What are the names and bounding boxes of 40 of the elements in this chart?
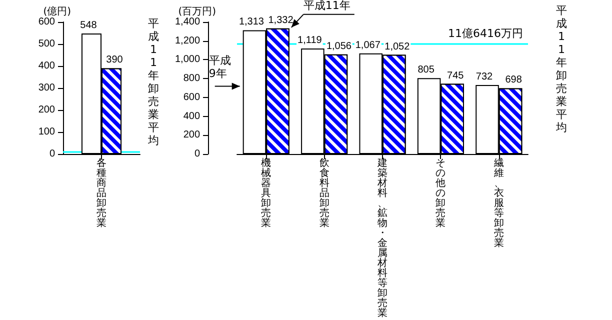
data-label: 745 — [447, 70, 464, 82]
x-tick-label: 機械器具卸売業 — [261, 158, 272, 229]
data-label: 1,056 — [326, 40, 352, 52]
text: 平成11年卸売業平均 — [556, 4, 567, 134]
data-label: 1,313 — [238, 16, 264, 28]
data-label: 548 — [80, 20, 98, 31]
data-label: 390 — [106, 54, 124, 66]
x-tick-label: 各種商品卸売業 — [96, 158, 106, 229]
y-tick-label: 1,400 — [174, 16, 200, 28]
y-tick-label: 200 — [38, 104, 56, 116]
data-label: 805 — [418, 64, 435, 76]
y-tick-label: 400 — [38, 60, 56, 72]
y-tick-label: 0 — [194, 148, 200, 160]
data-label: 1,052 — [384, 41, 410, 52]
y-axis-title: (百万円) — [178, 6, 216, 18]
y-tick-label: 1,000 — [174, 54, 200, 66]
x-tick-label: その他の卸売業 — [436, 158, 446, 229]
y-tick-label: 200 — [183, 130, 200, 141]
data-label: 1,067 — [355, 40, 381, 51]
x-tick-label: 飲食料品卸売業 — [319, 158, 330, 229]
y-tick-label: 600 — [183, 92, 200, 103]
data-label: 698 — [505, 74, 522, 86]
category-label: 繊維、衣服等卸売業 — [494, 158, 504, 249]
y-tick-label: 300 — [38, 82, 56, 94]
y-tick-label: 1,200 — [174, 35, 200, 46]
data-label: 732 — [476, 71, 494, 82]
y-tick-label: 600 — [38, 16, 56, 28]
y-tick-label: 400 — [183, 110, 200, 122]
data-label: 1,332 — [268, 14, 294, 26]
category-label: 建築材料、鉱物・金属材料等卸売業 — [378, 158, 388, 319]
series-label: 平成9年 — [208, 54, 232, 80]
series-label: 平成11年 — [303, 0, 350, 12]
text: 平成11年卸売業平均 — [148, 17, 159, 148]
ref-line-label: 11億6416万円 — [448, 27, 523, 40]
y-tick-label: 0 — [49, 148, 56, 160]
y-axis-title: (億円) — [43, 6, 72, 18]
data-label: 1,119 — [298, 34, 322, 46]
y-tick-label: 100 — [38, 126, 56, 138]
y-tick-label: 800 — [183, 73, 200, 84]
y-tick-label: 500 — [38, 38, 56, 50]
